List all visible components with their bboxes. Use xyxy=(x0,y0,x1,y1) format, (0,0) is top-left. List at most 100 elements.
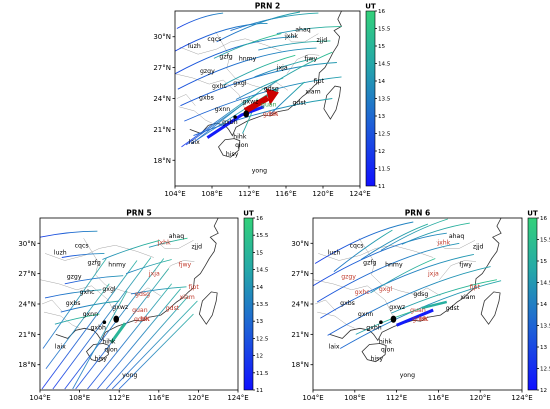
ipp-track xyxy=(313,232,447,287)
station-label: qion xyxy=(381,347,394,354)
station-label: gdzh xyxy=(134,316,149,323)
ipp-track xyxy=(87,283,173,390)
colorbar-tick-label: 14 xyxy=(256,285,264,291)
ipp-track xyxy=(327,266,491,336)
ipp-track xyxy=(391,279,497,314)
ipp-track xyxy=(45,283,110,370)
lat-tick-label: 27°N xyxy=(153,64,171,72)
ipp-track xyxy=(64,275,124,285)
station-label: gdzh xyxy=(263,111,278,118)
taiwan-island xyxy=(323,85,342,120)
ipp-track xyxy=(269,81,305,116)
colorbar-label: UT xyxy=(527,210,538,218)
station-label: gxhc xyxy=(80,289,96,296)
colorbar-tick-label: 13.5 xyxy=(256,302,269,308)
ipp-track xyxy=(360,223,429,260)
station-label: gdzh xyxy=(412,316,427,323)
ipp-track xyxy=(380,218,448,251)
station-label: fjpt xyxy=(314,78,325,85)
station-label: gxbh xyxy=(222,119,238,126)
lon-tick-label: 104°E xyxy=(302,394,323,402)
colorbar-tick-label: 15 xyxy=(256,250,264,256)
colorbar-tick-label: 15.5 xyxy=(256,233,269,239)
station-label: xiam xyxy=(460,294,475,301)
lat-tick-label: 18°N xyxy=(153,157,171,165)
station-label: xiam xyxy=(180,294,195,301)
ipp-track xyxy=(42,258,107,349)
station-label: jxja xyxy=(148,271,160,278)
province-border xyxy=(41,299,62,312)
station-label: jxja xyxy=(427,271,439,278)
station-label: hnmy xyxy=(385,262,403,269)
station-cluster-marker xyxy=(243,110,250,118)
station-label: gdsg xyxy=(264,85,279,92)
lat-tick-label: 24°N xyxy=(153,95,171,103)
colorbar-label: UT xyxy=(243,210,254,218)
lon-tick-label: 108°E xyxy=(69,394,90,402)
ipp-track xyxy=(64,258,165,390)
station-label: hisy xyxy=(94,356,107,363)
ipp-track xyxy=(40,230,98,238)
lat-tick-label: 24°N xyxy=(18,301,36,309)
lon-tick-label: 116°E xyxy=(148,394,169,402)
station-label: gzgy xyxy=(67,274,82,281)
colorbar-tick-label: 11.5 xyxy=(256,371,269,377)
ipp-track xyxy=(333,229,393,272)
ipp-track xyxy=(175,22,268,52)
colorbar-tick-label: 13 xyxy=(256,319,264,325)
ipp-track xyxy=(118,313,194,390)
lon-tick-label: 112°E xyxy=(386,394,407,402)
panel-prn5: ahaq cqcs jxhk zjjd luzh gzfg hnmy fjwy gzgy jxja… xyxy=(18,209,269,403)
taiwan-island xyxy=(198,291,218,325)
station-label: gxnn xyxy=(215,106,231,113)
coastline xyxy=(55,218,219,342)
station-label: yong xyxy=(122,372,137,379)
colorbar-tick-label: 13 xyxy=(378,114,386,120)
station-label: ahaq xyxy=(295,27,311,34)
panel-title: PRN 5 xyxy=(126,209,151,218)
propagation-arrowhead xyxy=(265,88,279,106)
ipp-track xyxy=(213,33,282,59)
station-label: gxnn xyxy=(83,311,99,318)
ipp-track xyxy=(370,258,436,294)
lat-tick-label: 18°N xyxy=(18,361,36,369)
station-label: gxwz xyxy=(389,304,405,311)
station-label: luzh xyxy=(188,43,201,50)
province-border xyxy=(313,279,393,316)
propagation-arrow xyxy=(243,95,270,114)
lon-tick-label: 116°E xyxy=(428,394,449,402)
ipp-track xyxy=(148,237,188,248)
station-label: yong xyxy=(400,372,415,379)
panel-prn6: ahaq cqcs jxhk zjjd luzh gzfg hnmy fjwy gzgy jxja… xyxy=(291,209,550,403)
station-label: gzfg xyxy=(219,53,232,60)
province-border xyxy=(439,260,477,280)
station-label: HK xyxy=(141,316,151,323)
colorbar-tick-label: 11 xyxy=(256,388,264,394)
station-label: gxbh xyxy=(90,324,106,331)
hainan-island xyxy=(218,138,241,158)
map-area: ahaq cqcs jxhk zjjd luzh gzfg hnmy fjwy gzgy jxja… xyxy=(40,218,219,390)
lat-tick-label: 30°N xyxy=(153,33,171,41)
station-label: qion xyxy=(235,142,248,149)
ipp-track xyxy=(184,76,342,122)
panel-title: PRN 6 xyxy=(405,209,430,218)
station-label: gzfg xyxy=(88,260,101,267)
province-border xyxy=(43,311,80,329)
station-label: hihk xyxy=(379,338,393,345)
colorbar-tick-label: 15.5 xyxy=(540,238,550,244)
lon-tick-label: 116°E xyxy=(275,190,296,198)
ipp-track xyxy=(176,12,224,29)
ipp-track xyxy=(41,260,138,390)
station-label: cqcs xyxy=(207,36,221,43)
station-label: fjwy xyxy=(305,55,318,62)
colorbar-tick-label: 12.5 xyxy=(378,132,391,138)
ipp-track xyxy=(216,11,300,43)
station-label: fjpt xyxy=(189,284,200,291)
colorbar xyxy=(527,217,538,391)
lat-tick-label: 27°N xyxy=(291,270,309,278)
colorbar-tick-label: 16 xyxy=(540,216,548,222)
province-border xyxy=(44,245,154,261)
station-label: zjjd xyxy=(317,37,328,44)
station-label: hnmy xyxy=(108,262,126,269)
